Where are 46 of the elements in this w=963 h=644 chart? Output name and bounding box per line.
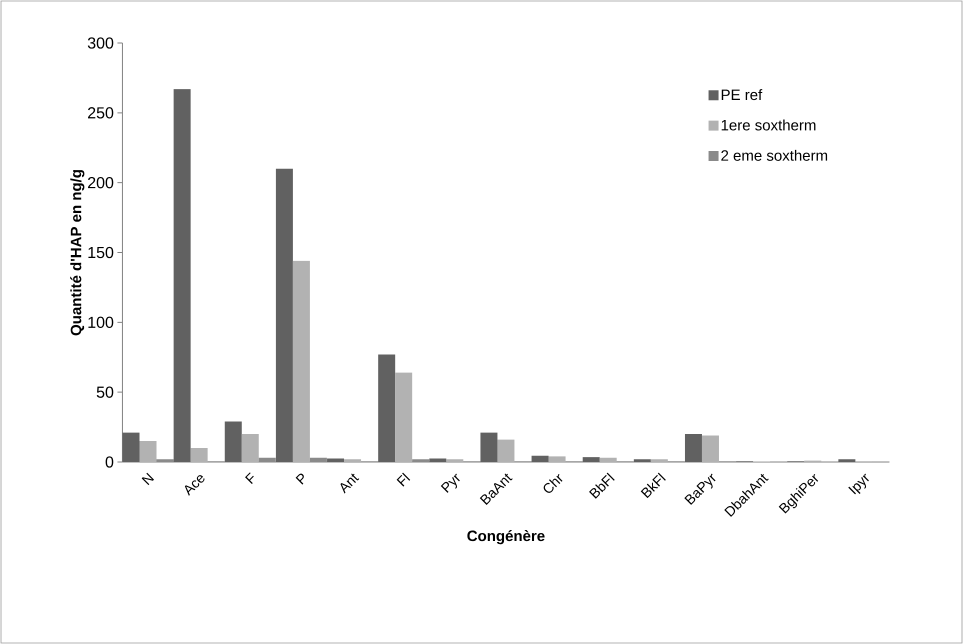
bar: [174, 89, 191, 462]
bar: [684, 434, 702, 462]
y-tick-label: 150: [88, 246, 114, 258]
y-tick-label: 50: [96, 386, 114, 398]
bar: [446, 459, 464, 462]
bar: [634, 459, 651, 462]
bar: [122, 432, 140, 462]
y-tick-label: 0: [106, 456, 114, 468]
bar: [600, 458, 617, 462]
legend-label: PE ref: [722, 89, 762, 100]
x-tick-label: F: [245, 472, 254, 484]
bar: [497, 440, 514, 462]
bar: [292, 260, 310, 462]
bar: [242, 434, 259, 462]
bar: [224, 421, 242, 462]
bar: [140, 441, 157, 462]
bar: [582, 457, 600, 462]
x-tick-label: Fl: [396, 472, 410, 487]
bar: [395, 372, 412, 462]
bar: [838, 459, 856, 462]
bar: [429, 458, 446, 462]
x-tick-label: Ipyr: [848, 474, 869, 494]
bar: [378, 354, 396, 462]
legend-label: 2 eme soxtherm: [721, 150, 828, 161]
bar: [702, 435, 719, 462]
x-axis-title: Congénère: [467, 530, 545, 544]
x-tick-label: N: [142, 472, 154, 486]
bar: [276, 168, 293, 462]
bar: [327, 458, 344, 462]
y-tick-label: 300: [88, 37, 114, 49]
x-tick-label: Pyr: [440, 474, 460, 493]
x-tick-label: Ant: [340, 474, 360, 494]
legend-label: 1ere soxtherm: [722, 119, 816, 130]
y-tick-label: 200: [88, 177, 114, 188]
x-tick-label: P: [296, 474, 304, 485]
bar: [344, 459, 362, 462]
bar: [532, 456, 549, 462]
y-tick-label: 250: [88, 107, 114, 118]
x-tick-label: Ace: [184, 475, 204, 496]
x-tick-label: Chr: [544, 474, 562, 493]
bar: [480, 432, 498, 462]
bar: [548, 456, 566, 462]
y-axis-title: Quantité d'HAP en ng/g: [70, 170, 84, 336]
bar: [650, 459, 668, 462]
y-tick-label: 100: [88, 316, 114, 328]
bar: [190, 448, 208, 462]
